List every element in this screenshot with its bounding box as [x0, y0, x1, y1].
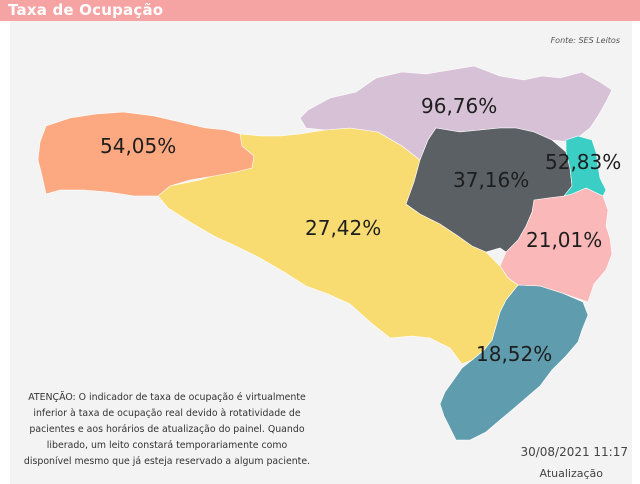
region-label-oeste: 27,42% [305, 216, 381, 240]
region-foz-itajai[interactable] [563, 135, 607, 197]
region-vale-itajai[interactable] [405, 127, 573, 253]
region-label-sul: 18,52% [476, 342, 552, 366]
region-label-extremo-oeste: 54,05% [100, 134, 176, 158]
notice-text: ATENÇÃO: O indicador de taxa de ocupação… [23, 392, 311, 467]
region-label-foz-itajai: 52,83% [545, 150, 621, 174]
region-label-planalto-norte: 96,76% [421, 94, 497, 118]
source-note: Fonte: SES Leitos [550, 36, 620, 45]
region-label-vale-itajai: 37,16% [453, 168, 529, 192]
region-extremo-oeste[interactable] [37, 111, 255, 197]
region-label-grande-florianopolis: 21,01% [526, 228, 602, 252]
update-datetime: 30/08/2021 11:17 [520, 445, 628, 459]
header-bar: Taxa de Ocupação [0, 0, 640, 21]
page-title: Taxa de Ocupação [8, 1, 164, 19]
region-planalto-norte[interactable] [299, 65, 613, 161]
update-label: Atualização [539, 467, 603, 480]
